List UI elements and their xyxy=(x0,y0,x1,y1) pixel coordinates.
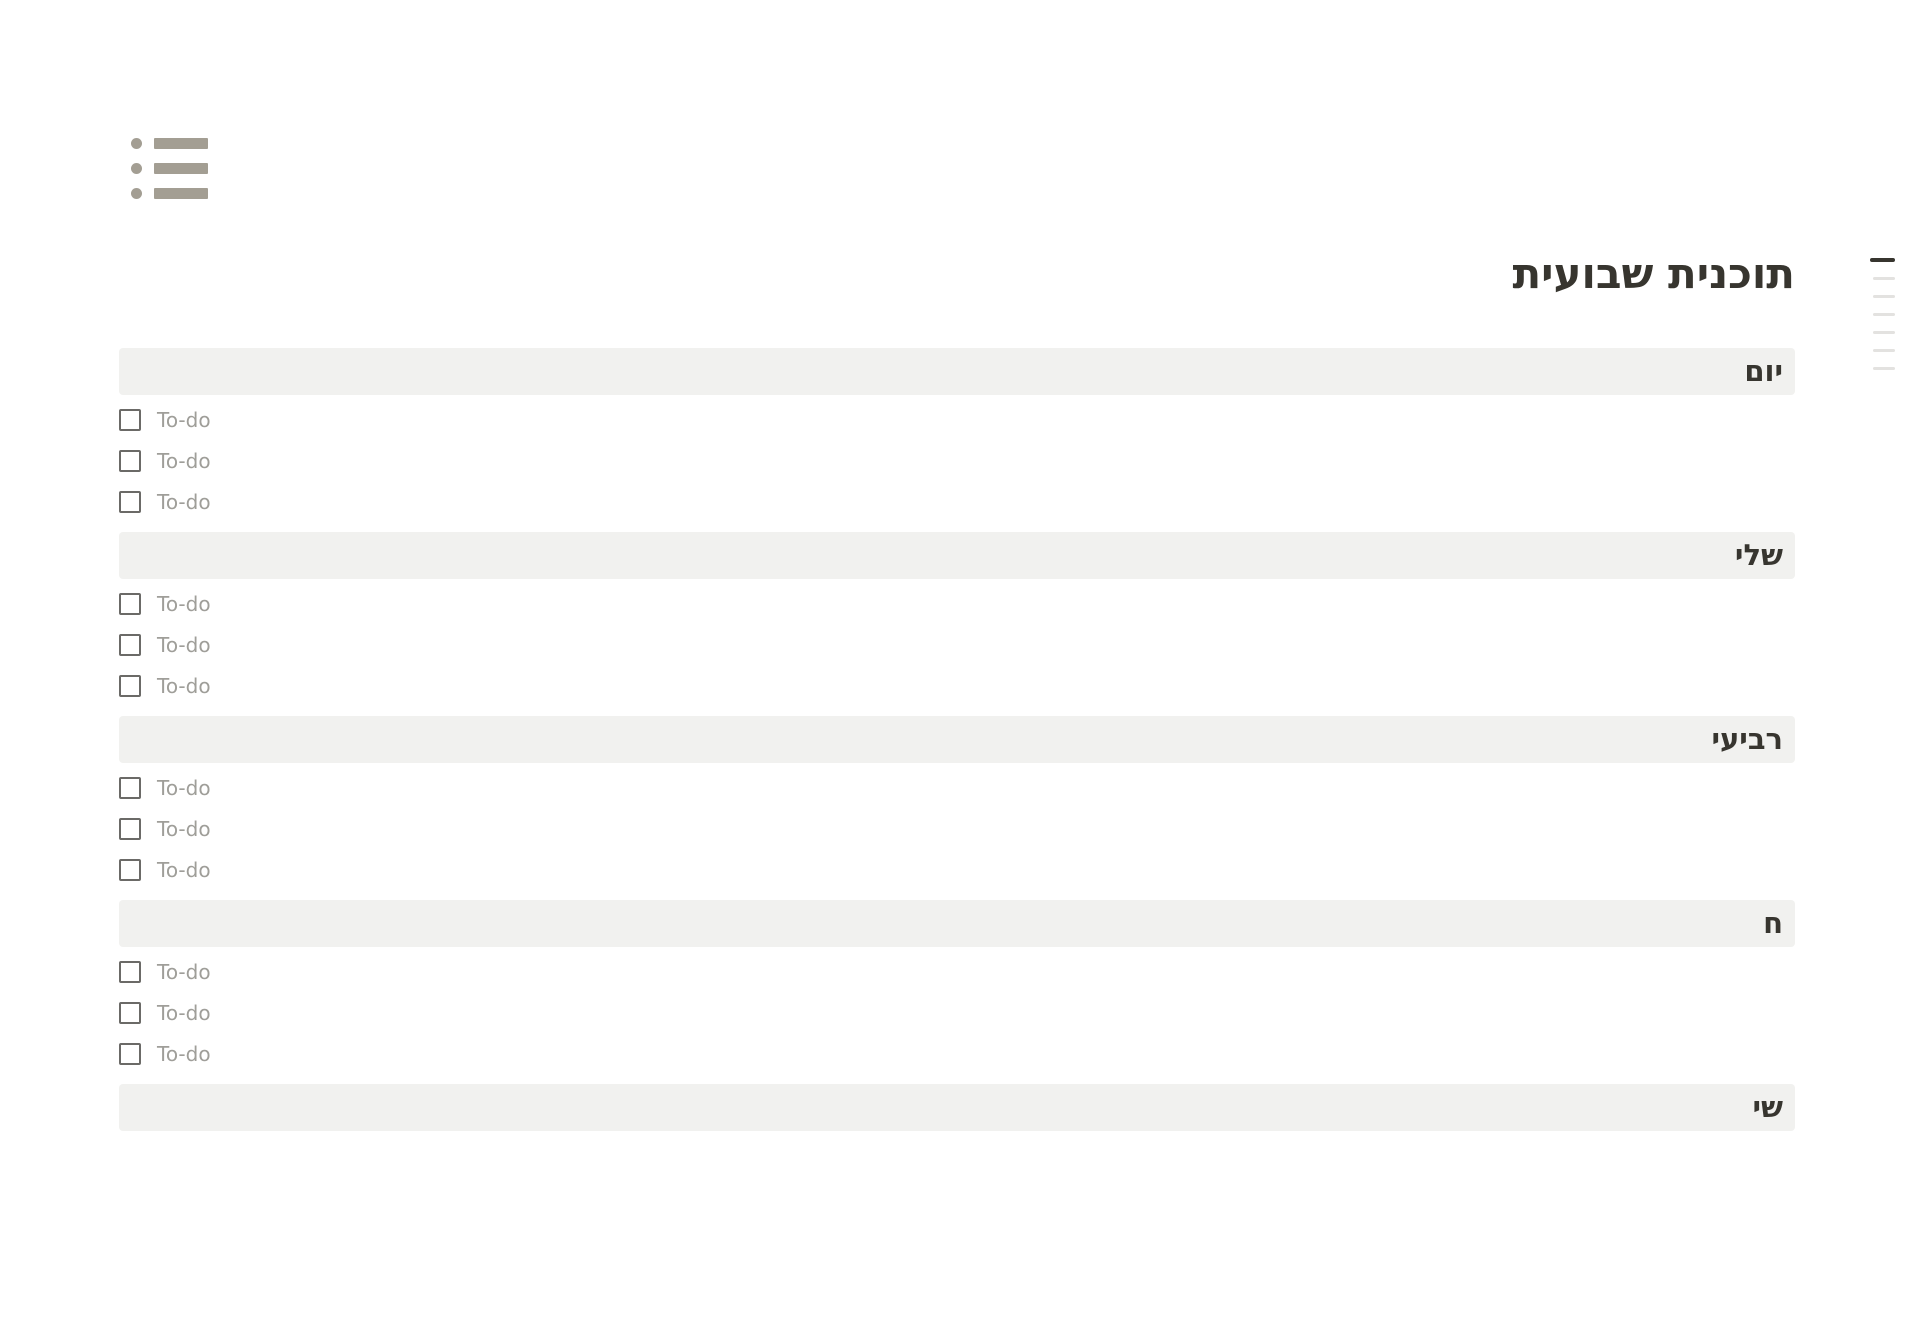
bullet-dot-icon xyxy=(131,138,142,149)
todo-checkbox[interactable] xyxy=(119,490,141,513)
todo-placeholder-label[interactable]: To-do xyxy=(157,673,211,698)
section-wednesday: רביעי To-do To-do To-do xyxy=(119,715,1795,882)
bulleted-list-icon-row xyxy=(131,138,211,149)
section-header: רביעי xyxy=(119,715,1795,763)
todo-list: To-do To-do To-do xyxy=(119,407,1795,514)
todo-item: To-do xyxy=(119,857,1795,882)
todo-checkbox[interactable] xyxy=(119,408,141,431)
todo-item: To-do xyxy=(119,775,1795,800)
section-header: יום xyxy=(119,347,1795,395)
section-thursday: ח To-do To-do To-do xyxy=(119,899,1795,1066)
todo-checkbox[interactable] xyxy=(119,858,141,881)
section-friday: שי xyxy=(119,1083,1795,1131)
bulleted-list-icon-row xyxy=(131,163,211,174)
bullet-bar-icon xyxy=(154,163,208,174)
page-title: תוכנית שבועית xyxy=(1512,249,1795,298)
todo-placeholder-label[interactable]: To-do xyxy=(157,632,211,657)
todo-checkbox[interactable] xyxy=(119,1042,141,1065)
todo-item: To-do xyxy=(119,591,1795,616)
todo-item: To-do xyxy=(119,1041,1795,1066)
section-sunday: יום To-do To-do To-do xyxy=(119,347,1795,514)
todo-checkbox[interactable] xyxy=(119,960,141,983)
todo-placeholder-label[interactable]: To-do xyxy=(157,591,211,616)
bulleted-list-icon-row xyxy=(131,188,211,199)
toc-line[interactable] xyxy=(1873,367,1895,370)
toc-line-active[interactable] xyxy=(1870,258,1895,262)
todo-item: To-do xyxy=(119,673,1795,698)
todo-list: To-do To-do To-do xyxy=(119,775,1795,882)
todo-item: To-do xyxy=(119,1000,1795,1025)
todo-item: To-do xyxy=(119,632,1795,657)
todo-list: To-do To-do To-do xyxy=(119,959,1795,1066)
section-header: שלי xyxy=(119,531,1795,579)
bullet-dot-icon xyxy=(131,188,142,199)
todo-checkbox[interactable] xyxy=(119,449,141,472)
todo-placeholder-label[interactable]: To-do xyxy=(157,1000,211,1025)
todo-checkbox[interactable] xyxy=(119,592,141,615)
todo-placeholder-label[interactable]: To-do xyxy=(157,407,211,432)
todo-checkbox[interactable] xyxy=(119,817,141,840)
bullet-bar-icon xyxy=(154,188,208,199)
table-of-contents-indicator xyxy=(1870,258,1895,370)
bullet-dot-icon xyxy=(131,163,142,174)
todo-placeholder-label[interactable]: To-do xyxy=(157,448,211,473)
todo-list: To-do To-do To-do xyxy=(119,591,1795,698)
todo-checkbox[interactable] xyxy=(119,1001,141,1024)
todo-placeholder-label[interactable]: To-do xyxy=(157,816,211,841)
todo-item: To-do xyxy=(119,959,1795,984)
todo-placeholder-label[interactable]: To-do xyxy=(157,857,211,882)
bulleted-list-icon[interactable] xyxy=(131,138,211,199)
toc-line[interactable] xyxy=(1873,277,1895,280)
todo-placeholder-label[interactable]: To-do xyxy=(157,489,211,514)
toc-line[interactable] xyxy=(1873,295,1895,298)
todo-item: To-do xyxy=(119,816,1795,841)
todo-item: To-do xyxy=(119,448,1795,473)
bullet-bar-icon xyxy=(154,138,208,149)
todo-placeholder-label[interactable]: To-do xyxy=(157,959,211,984)
toc-line[interactable] xyxy=(1873,331,1895,334)
todo-item: To-do xyxy=(119,407,1795,432)
todo-placeholder-label[interactable]: To-do xyxy=(157,1041,211,1066)
todo-checkbox[interactable] xyxy=(119,633,141,656)
page-content: תוכנית שבועית יום To-do To-do To-do שלי … xyxy=(119,138,1795,1131)
toc-line[interactable] xyxy=(1873,349,1895,352)
section-monday: שלי To-do To-do To-do xyxy=(119,531,1795,698)
toc-line[interactable] xyxy=(1873,313,1895,316)
section-header: שי xyxy=(119,1083,1795,1131)
todo-checkbox[interactable] xyxy=(119,776,141,799)
todo-checkbox[interactable] xyxy=(119,674,141,697)
section-header: ח xyxy=(119,899,1795,947)
todo-placeholder-label[interactable]: To-do xyxy=(157,775,211,800)
todo-item: To-do xyxy=(119,489,1795,514)
